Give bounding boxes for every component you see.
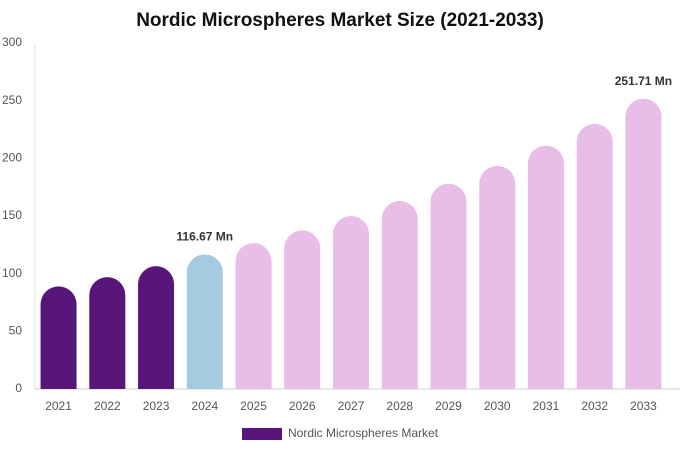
bar bbox=[527, 145, 564, 389]
bar bbox=[40, 286, 77, 389]
data-label: 116.67 Mn bbox=[176, 230, 233, 244]
x-tick-label: 2031 bbox=[533, 399, 560, 413]
bar bbox=[89, 277, 126, 389]
x-tick-label: 2026 bbox=[289, 399, 316, 413]
x-tick-label: 2029 bbox=[435, 399, 462, 413]
bar bbox=[576, 123, 613, 389]
bar bbox=[284, 230, 321, 389]
y-tick-label: 0 bbox=[15, 381, 22, 395]
y-tick-label: 50 bbox=[9, 324, 23, 338]
bar bbox=[479, 165, 516, 389]
x-tick-label: 2030 bbox=[484, 399, 511, 413]
x-tick-label: 2027 bbox=[338, 399, 365, 413]
x-tick-label: 2032 bbox=[581, 399, 608, 413]
x-tick-label: 2025 bbox=[240, 399, 267, 413]
bar bbox=[186, 254, 223, 389]
bar bbox=[333, 216, 370, 389]
y-tick-label: 250 bbox=[2, 93, 22, 107]
x-tick-label: 2024 bbox=[191, 399, 218, 413]
x-tick-label: 2028 bbox=[386, 399, 413, 413]
y-tick-label: 100 bbox=[2, 266, 22, 280]
bar bbox=[430, 183, 467, 389]
x-tick-label: 2033 bbox=[630, 399, 657, 413]
legend-label: Nordic Microspheres Market bbox=[288, 426, 439, 440]
x-tick-label: 2023 bbox=[143, 399, 170, 413]
x-tick-label: 2022 bbox=[94, 399, 121, 413]
x-tick-label: 2021 bbox=[45, 399, 72, 413]
legend-swatch bbox=[242, 428, 282, 440]
y-tick-label: 300 bbox=[2, 35, 22, 49]
bar bbox=[625, 98, 662, 390]
bar bbox=[235, 243, 272, 389]
data-label: 251.71 Mn bbox=[615, 74, 672, 88]
y-tick-label: 200 bbox=[2, 151, 22, 165]
bar bbox=[138, 266, 175, 389]
bar bbox=[381, 201, 418, 389]
chart-title: Nordic Microspheres Market Size (2021-20… bbox=[136, 10, 544, 31]
y-tick-label: 150 bbox=[2, 208, 22, 222]
